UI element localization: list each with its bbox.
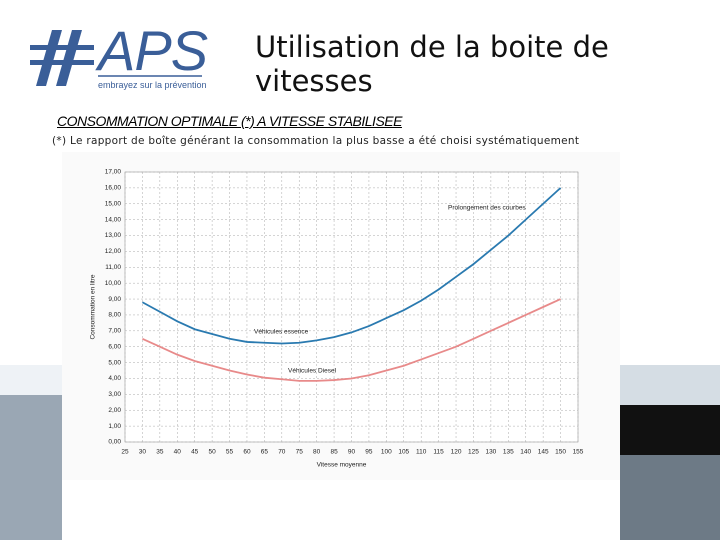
series-line [141,187,562,345]
decor-band [620,455,720,540]
x-tick-label: 130 [485,449,496,456]
decor-band [620,365,720,405]
x-tick-label: 40 [174,449,182,456]
x-tick-label: 110 [416,449,427,456]
annotation: Prolongement des courbes [448,205,526,212]
x-tick-label: 60 [243,449,251,456]
y-tick-label: 16,00 [105,185,122,192]
x-tick-label: 30 [139,449,147,456]
x-tick-label: 70 [278,449,286,456]
x-tick-label: 150 [555,449,566,456]
decor-band [0,395,62,540]
y-tick-label: 2,00 [108,407,121,414]
y-tick-label: 13,00 [105,232,122,239]
x-tick-label: 90 [348,449,356,456]
y-tick-label: 12,00 [105,248,122,255]
x-tick-label: 155 [573,449,584,456]
logo-text: APS [98,19,208,82]
y-tick-label: 14,00 [105,216,122,223]
decor-band [620,405,720,455]
x-tick-label: 45 [191,449,199,456]
x-tick-label: 80 [313,449,321,456]
x-tick-label: 100 [381,449,392,456]
x-tick-label: 135 [503,449,514,456]
y-tick-label: 10,00 [105,280,122,287]
x-tick-label: 105 [398,449,409,456]
chart: 0,00 1,00 2,00 3,00 4,00 5,00 6,00 7,00 8,00 9,00… [62,152,620,480]
x-tick-label: 115 [433,449,444,456]
y-tick-label: 3,00 [108,391,121,398]
series-line [142,298,561,382]
x-tick-label: 65 [261,449,269,456]
y-axis-label: Consommation en litre [90,274,97,339]
y-tick-label: 7,00 [108,328,121,335]
x-tick-label: 95 [365,449,373,456]
x-tick-label: 125 [468,449,479,456]
logo-mark [30,30,94,86]
y-tick-label: 0,00 [108,439,121,446]
y-tick-label: 11,00 [105,264,121,271]
x-tick-label: 85 [330,449,338,456]
y-tick-label: 5,00 [108,359,121,366]
x-tick-label: 35 [156,449,164,456]
x-tick-label: 145 [538,449,549,456]
x-tick-label: 120 [451,449,462,456]
x-axis-label: Vitesse moyenne [317,462,367,469]
y-tick-label: 6,00 [108,343,121,350]
x-tick-label: 140 [520,449,531,456]
slide-title: Utilisation de la boite de vitesses [255,30,609,98]
series-label: Véhicules Diesel [288,368,337,375]
series-label: Véhicules essence [254,329,309,336]
x-tick-label: 75 [296,449,304,456]
x-tick-label: 25 [121,449,129,456]
y-tick-label: 15,00 [105,200,122,207]
heading: CONSOMMATION OPTIMALE (*) A VITESSE STAB… [57,113,402,129]
y-tick-label: 9,00 [108,296,121,303]
logo-tagline: embrayez sur la prévention [98,80,207,90]
y-tick-label: 8,00 [108,312,121,319]
y-tick-label: 17,00 [105,169,122,176]
note: (*) Le rapport de boîte générant la cons… [52,135,580,147]
y-tick-label: 4,00 [108,375,121,382]
y-tick-label: 1,00 [108,423,121,430]
x-tick-label: 55 [226,449,234,456]
x-tick-label: 50 [208,449,216,456]
